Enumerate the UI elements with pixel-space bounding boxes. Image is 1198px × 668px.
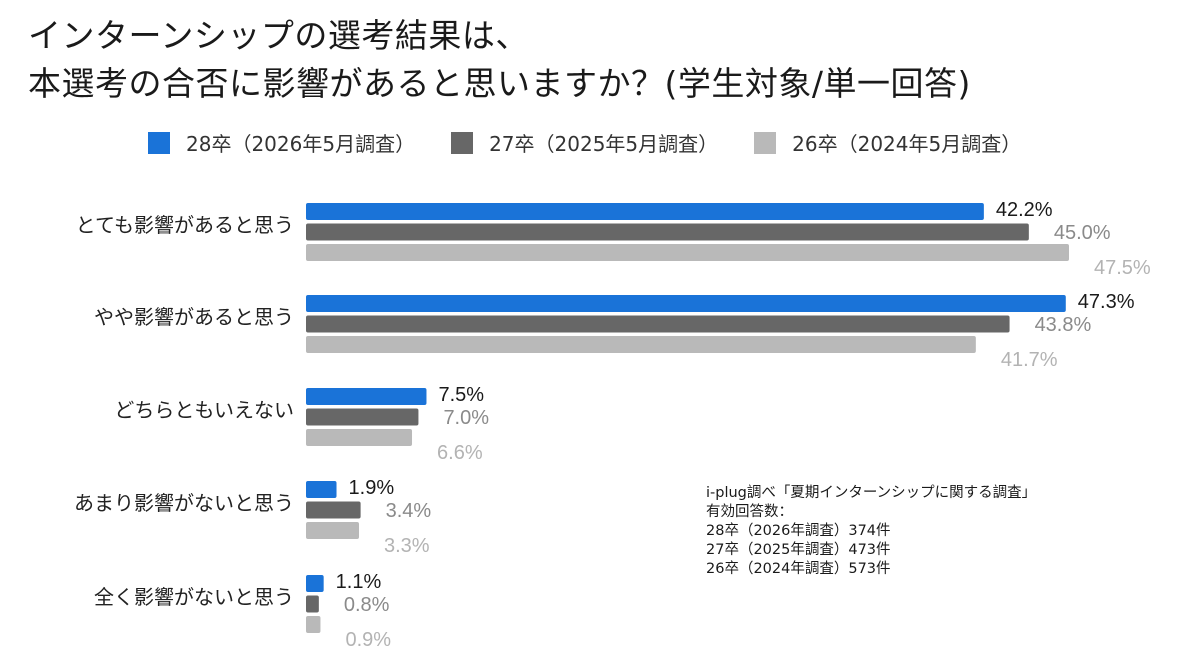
category-label-4: あまり影響がないと思う — [74, 491, 294, 515]
data-label-series-3-cat-3: 6.6% — [437, 442, 483, 464]
bar-series-3-cat-5 — [306, 616, 321, 633]
data-label-series-2-cat-1: 45.0% — [1054, 222, 1111, 244]
source-line-3: 28卒（2026年調査）374件 — [706, 523, 891, 539]
source-line-4: 27卒（2025年調査）473件 — [706, 542, 891, 558]
bar-series-1-cat-5 — [306, 575, 324, 592]
bar-series-2-cat-3 — [306, 408, 419, 426]
chart-title-line-1: インターンシップの選考結果は、 — [28, 16, 529, 55]
data-label-series-2-cat-2: 43.8% — [1035, 314, 1092, 336]
legend-label-series-2: 27卒（2025年5月調査） — [489, 132, 719, 156]
legend-label-series-1: 28卒（2026年5月調査） — [186, 132, 416, 156]
source-line-2: 有効回答数： — [706, 504, 793, 520]
legend-swatch-series-3 — [754, 131, 777, 154]
data-label-series-3-cat-5: 0.9% — [345, 629, 391, 651]
bar-series-2-cat-5 — [306, 595, 319, 613]
bar-series-1-cat-2 — [306, 295, 1066, 312]
bar-series-3-cat-1 — [306, 244, 1069, 261]
bar-series-2-cat-2 — [306, 315, 1010, 333]
chart-title-line-2: 本選考の合否に影響があると思いますか？(学生対象/単一回答) — [28, 64, 971, 103]
data-label-series-2-cat-4: 3.4% — [386, 500, 432, 522]
data-label-series-2-cat-3: 7.0% — [443, 407, 489, 429]
data-label-series-2-cat-5: 0.8% — [344, 594, 390, 616]
bar-series-2-cat-1 — [306, 223, 1029, 241]
source-note: i-plug調べ「夏期インターンシップに関する調査」 有効回答数： 28卒（20… — [706, 484, 1036, 579]
category-label-1: とても影響があると思う — [76, 213, 294, 237]
legend-item-series-2: 27卒（2025年5月調査） — [451, 128, 718, 157]
legend-swatch-series-2 — [451, 131, 474, 154]
bar-series-3-cat-3 — [306, 429, 413, 446]
data-label-series-3-cat-1: 47.5% — [1094, 257, 1151, 279]
legend-label-series-3: 26卒（2024年5月調査） — [792, 132, 1022, 156]
data-label-series-1-cat-5: 1.1% — [336, 571, 382, 593]
bar-series-3-cat-4 — [306, 522, 360, 539]
category-label-5: 全く影響がないと思う — [94, 585, 294, 609]
source-line-1: i-plug調べ「夏期インターンシップに関する調査」 — [706, 485, 1037, 501]
source-line-5: 26卒（2024年調査）573件 — [706, 561, 891, 577]
legend-item-series-1: 28卒（2026年5月調査） — [148, 128, 415, 157]
category-label-3: どちらともいえない — [114, 398, 294, 422]
data-label-series-3-cat-4: 3.3% — [384, 535, 430, 557]
bar-series-2-cat-4 — [306, 501, 361, 519]
category-label-2: やや影響があると思う — [94, 305, 294, 329]
bar-series-1-cat-1 — [306, 203, 984, 220]
data-label-series-1-cat-2: 47.3% — [1078, 291, 1135, 313]
legend: 28卒（2026年5月調査） 27卒（2025年5月調査） 26卒（2024年5… — [148, 128, 1057, 157]
legend-swatch-series-1 — [148, 131, 170, 154]
bar-series-1-cat-3 — [306, 388, 427, 405]
data-label-series-1-cat-3: 7.5% — [438, 384, 484, 406]
data-label-series-1-cat-1: 42.2% — [996, 199, 1053, 221]
bar-series-1-cat-4 — [306, 481, 337, 498]
data-label-series-1-cat-4: 1.9% — [349, 477, 395, 499]
legend-item-series-3: 26卒（2024年5月調査） — [754, 128, 1021, 157]
data-label-series-3-cat-2: 41.7% — [1001, 349, 1058, 371]
bar-series-3-cat-2 — [306, 336, 976, 353]
